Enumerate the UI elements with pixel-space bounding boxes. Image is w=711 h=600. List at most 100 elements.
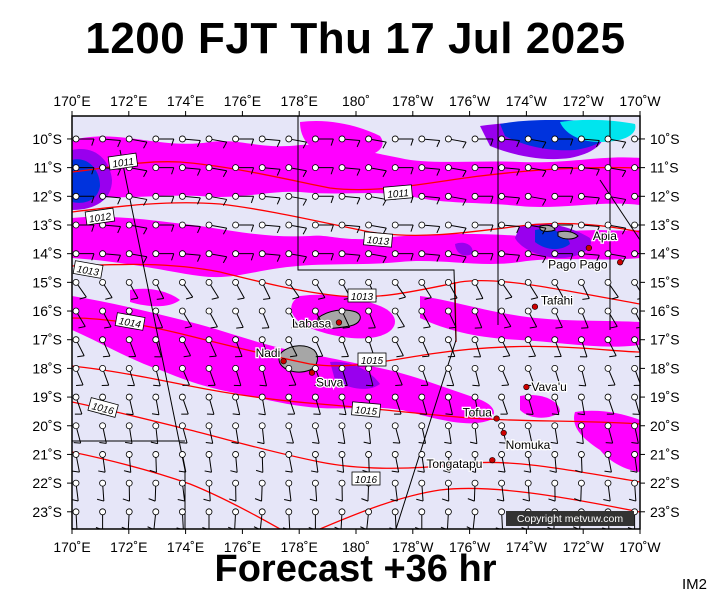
lat-label-left-5: 15˚S [32, 274, 62, 290]
lon-label-bottom-0: 170˚E [53, 539, 90, 555]
wind-barb-feather [356, 140, 361, 148]
wind-barb-station [444, 278, 452, 286]
wind-barb-station [285, 364, 293, 372]
isobar-label-6: 1014 [114, 312, 146, 331]
wind-barb-feather [123, 470, 131, 473]
wind-barb-station [232, 164, 240, 172]
wind-barb-feather [462, 170, 467, 178]
lon-label-bottom-10: 170˚W [619, 539, 661, 555]
wind-barb-station [178, 278, 186, 286]
wind-barb-feather [98, 470, 106, 473]
wind-barb-feather [550, 441, 558, 445]
wind-barb-station [205, 221, 213, 229]
wind-barb-feather [209, 355, 217, 358]
wind-barb-feather [143, 256, 148, 264]
wind-barb-station [311, 364, 319, 372]
wind-barb-feather [621, 141, 627, 149]
wind-barb-station [578, 393, 585, 401]
wind-barb-station [338, 307, 346, 315]
wind-barb-station [631, 422, 638, 430]
wind-barb-station [125, 422, 133, 430]
wind-barb-station [365, 164, 373, 172]
wind-barb-feather [516, 168, 520, 176]
wind-barb-feather [610, 325, 618, 329]
lon-label-bottom-9: 172˚W [563, 539, 605, 555]
wind-barb-feather [315, 355, 323, 358]
wind-barb-station [444, 307, 452, 315]
wind-barb-feather [171, 138, 175, 146]
wind-barb-station [99, 135, 106, 143]
place-label-4: Nadi [256, 346, 281, 360]
wind-barb-station [631, 479, 638, 487]
wind-barb-feather [490, 253, 494, 261]
wind-barb-feather [318, 297, 326, 300]
wind-barb-feather [171, 224, 175, 232]
wind-barb-feather [548, 498, 556, 502]
wind-barb-station [205, 508, 213, 516]
wind-barb-station [524, 422, 532, 430]
wind-barb-station [498, 393, 506, 401]
wind-barb-feather [258, 413, 266, 416]
wind-barb-feather [230, 470, 238, 473]
wind-barb-feather [396, 355, 404, 358]
wind-barb-station [338, 192, 346, 200]
wind-barb-station [152, 164, 160, 172]
wind-barb-feather [395, 384, 403, 386]
wind-barb-station [125, 192, 133, 200]
wind-barb-feather [576, 441, 584, 445]
wind-barb-feather [596, 255, 600, 262]
wind-barb-station [99, 508, 106, 516]
isobar-label-7: 1015 [357, 352, 387, 367]
wind-barb-station [365, 278, 373, 286]
wind-barb-station [311, 221, 319, 229]
wind-barb-station [232, 192, 240, 200]
wind-barb-station [418, 479, 426, 487]
wind-barb-station [365, 307, 373, 315]
place-dot-nadi [280, 358, 287, 365]
wind-barb-feather [237, 297, 245, 300]
svg-text:1013: 1013 [351, 292, 374, 303]
wind-barb-feather [259, 384, 267, 387]
wind-barb-station [498, 250, 506, 258]
wind-barb-station [391, 278, 399, 286]
wind-barb-feather [356, 255, 361, 262]
wind-barb-feather [122, 498, 130, 502]
wind-barb-station [498, 451, 506, 458]
wind-barb-station [258, 336, 266, 344]
wind-barb-feather [422, 355, 430, 358]
place-dot-tafahi [531, 303, 539, 310]
wind-barb-station [152, 508, 160, 516]
wind-barb-feather [104, 326, 112, 329]
wind-barb-station [152, 336, 160, 344]
wind-barb-station [125, 451, 133, 458]
wind-barb-feather [572, 526, 580, 529]
wind-barb-station [205, 135, 213, 143]
lon-label-top-4: 178˚E [281, 93, 318, 109]
wind-barb-feather [570, 253, 574, 261]
lon-label-top-10: 170˚W [619, 93, 661, 109]
wind-barb-feather [467, 498, 475, 502]
wind-barb-feather [542, 141, 547, 149]
wind-barb-feather [183, 355, 191, 358]
wind-barb-station [72, 336, 80, 344]
wind-barb-station [285, 479, 293, 487]
wind-barb-feather [130, 297, 139, 300]
wind-barb-feather [250, 224, 255, 232]
wind-barb-feather [143, 141, 148, 149]
wind-barb-station [498, 479, 506, 487]
wind-barb-station [418, 307, 426, 315]
wind-barb-feather [490, 224, 494, 232]
wind-barb-station [391, 479, 399, 487]
lat-label-left-4: 14˚S [32, 246, 62, 262]
wind-barb-station [418, 393, 426, 401]
wind-barb-station [178, 393, 186, 401]
lon-label-bottom-4: 178˚E [281, 539, 318, 555]
wind-barb-station [391, 508, 399, 516]
wind-barb-station [99, 307, 106, 315]
wind-barb-feather [490, 196, 494, 204]
wind-barb-feather [410, 167, 414, 175]
isobar-label-5: 1013 [72, 260, 104, 279]
wind-barb-station [471, 393, 479, 401]
lat-label-left-6: 16˚S [32, 303, 62, 319]
wind-barb-station [232, 307, 240, 315]
